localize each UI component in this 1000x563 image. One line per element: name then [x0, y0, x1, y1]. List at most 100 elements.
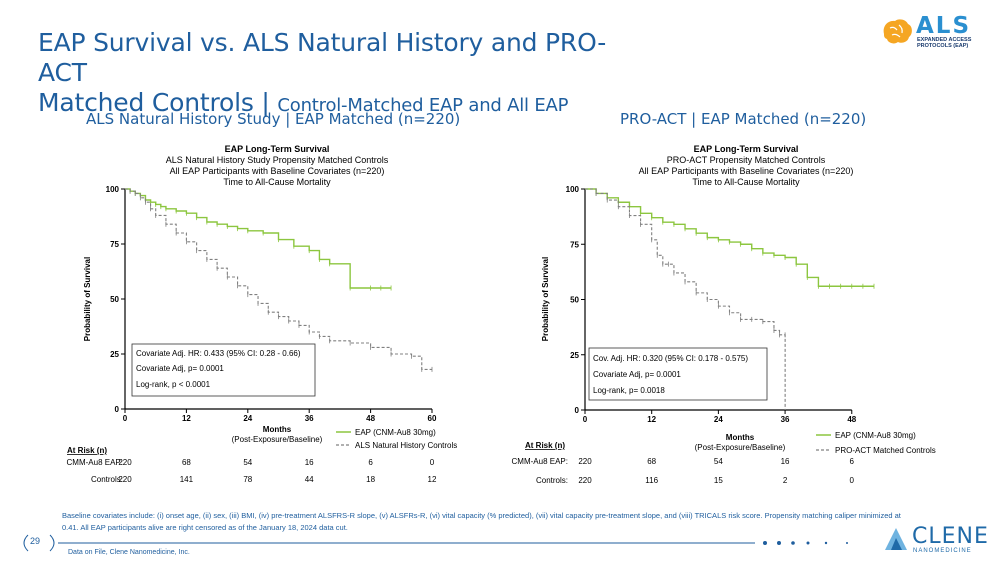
x-tick-label: 48	[847, 415, 856, 424]
chart-subtitle-3: Time to All-Cause Mortality	[223, 177, 331, 187]
logo-text: ALS	[916, 13, 972, 39]
right-section-title: PRO-ACT | EAP Matched (n=220)	[620, 110, 867, 128]
at-risk-value: 141	[180, 475, 194, 484]
y-tick-label: 25	[570, 351, 579, 360]
y-tick-label: 0	[575, 406, 580, 415]
at-risk-value: 220	[118, 475, 132, 484]
clene-name: CLENE	[912, 524, 989, 549]
at-risk-value: 220	[578, 476, 592, 485]
at-risk-value: 54	[243, 458, 252, 467]
y-tick-label: 100	[566, 185, 580, 194]
legend-eap: EAP (CNM-Au8 30mg)	[355, 428, 436, 437]
series-line-eap	[125, 188, 392, 289]
at-risk-value: 220	[118, 458, 132, 467]
stat-adj-p: Covariate Adj, p= 0.0001	[593, 370, 681, 379]
x-tick-label: 0	[123, 414, 128, 423]
x-tick-label: 60	[428, 414, 437, 423]
stat-adj-p: Covariate Adj, p= 0.0001	[136, 364, 224, 373]
chart-subtitle-3: Time to All-Cause Mortality	[692, 177, 800, 187]
at-risk-value: 16	[781, 457, 790, 466]
y-tick-label: 50	[110, 295, 119, 304]
at-risk-title: At Risk (n)	[525, 441, 565, 450]
title-line-1: EAP Survival vs. ALS Natural History and…	[38, 28, 607, 87]
x-axis-label: Months	[263, 425, 292, 434]
at-risk-value: 220	[578, 457, 592, 466]
x-tick-label: 0	[583, 415, 588, 424]
als-eap-logo: ALS EXPANDED ACCESS PROTOCOLS (EAP)	[880, 13, 992, 50]
x-tick-label: 36	[781, 415, 790, 424]
y-tick-label: 25	[110, 350, 119, 359]
legend-control: ALS Natural History Controls	[355, 441, 457, 450]
at-risk-value: 2	[783, 476, 788, 485]
source-note: Data on File, Clene Nanomedicine, Inc.	[68, 549, 190, 556]
chart-title: EAP Long-Term Survival	[694, 144, 799, 154]
y-tick-label: 50	[570, 296, 579, 305]
series-line-controls	[125, 188, 432, 370]
at-risk-table: CMM-Au8 EAP: 220 68 54 16 6 Controls: 220 116 15 2…	[512, 457, 855, 485]
title-line-2-main: Matched Controls |	[38, 88, 278, 117]
x-tick-label: 24	[243, 414, 252, 423]
page-number: 29	[29, 536, 40, 546]
y-tick-label: 100	[106, 185, 120, 194]
at-risk-value: 78	[243, 475, 252, 484]
x-tick-label: 36	[305, 414, 314, 423]
series-line-eap	[585, 188, 874, 287]
stat-logrank: Log-rank, p < 0.0001	[136, 380, 211, 389]
footer-bar	[23, 534, 848, 552]
x-tick-label: 12	[182, 414, 191, 423]
at-risk-row-label: Controls:	[536, 476, 568, 485]
at-risk-value: 16	[305, 458, 314, 467]
at-risk-value: 68	[647, 457, 656, 466]
y-tick-label: 0	[115, 405, 120, 414]
chart-pro-act: EAP Long-Term Survival PRO-ACT Propensit…	[512, 144, 936, 485]
footnote: Baseline covariates include: (i) onset a…	[62, 511, 901, 532]
at-risk-value: 44	[305, 475, 314, 484]
plot-area	[585, 188, 875, 410]
clene-logo: CLENE NANOMEDICINE	[882, 524, 992, 558]
at-risk-value: 6	[850, 457, 855, 466]
x-axis-sublabel: (Post-Exposure/Baseline)	[232, 435, 323, 444]
left-section-title: ALS Natural History Study | EAP Matched …	[86, 110, 461, 128]
stat-hr: Covariate Adj. HR: 0.433 (95% CI: 0.28 -…	[136, 349, 301, 358]
chart-subtitle-2: All EAP Participants with Baseline Covar…	[170, 166, 385, 176]
axes: 0 25 50 75 100 0 12 24 36 48	[566, 185, 857, 424]
series-line-controls	[585, 188, 786, 410]
at-risk-value: 18	[366, 475, 375, 484]
title-line-2: Matched Controls | Control-Matched EAP a…	[38, 88, 638, 121]
at-risk-value: 54	[714, 457, 723, 466]
logo-tagline: EXPANDED ACCESS PROTOCOLS (EAP)	[917, 37, 972, 49]
chart-title: EAP Long-Term Survival	[225, 144, 330, 154]
x-tick-label: 48	[366, 414, 375, 423]
at-risk-row-label: CMM-Au8 EAP:	[512, 457, 568, 466]
legend-control: PRO-ACT Matched Controls	[835, 446, 936, 455]
at-risk-value: 68	[182, 458, 191, 467]
at-risk-value: 0	[430, 458, 435, 467]
at-risk-value: 116	[645, 476, 658, 485]
at-risk-title: At Risk (n)	[67, 446, 107, 455]
stats-box	[131, 343, 316, 397]
title-subtitle: Control-Matched EAP and All EAP	[277, 95, 569, 116]
chart-als-natural-history: EAP Long-Term Survival ALS Natural Histo…	[67, 144, 458, 484]
x-tick-label: 12	[647, 415, 656, 424]
clene-mark-icon	[885, 528, 907, 550]
axes: 0 25 50 75 100 0 12 24 36 48 60	[106, 185, 437, 423]
stat-logrank: Log-rank, p= 0.0018	[593, 386, 665, 395]
x-axis-sublabel: (Post-Exposure/Baseline)	[695, 443, 786, 452]
y-tick-label: 75	[110, 240, 119, 249]
at-risk-row-label: CMM-Au8 EAP:	[67, 458, 123, 467]
x-axis-label: Months	[726, 433, 755, 442]
at-risk-row-label: Controls:	[91, 475, 123, 484]
y-axis-label: Probability of Survival	[83, 257, 92, 341]
at-risk-value: 6	[368, 458, 373, 467]
plot-area	[125, 188, 433, 372]
chart-subtitle-1: PRO-ACT Propensity Matched Controls	[667, 155, 826, 165]
x-tick-label: 24	[714, 415, 723, 424]
at-risk-value: 0	[850, 476, 855, 485]
legend-eap: EAP (CNM-Au8 30mg)	[835, 431, 916, 440]
y-tick-label: 75	[570, 240, 579, 249]
page-title: EAP Survival vs. ALS Natural History and…	[38, 28, 638, 121]
brain-icon	[883, 19, 912, 44]
y-axis-label: Probability of Survival	[541, 257, 550, 341]
chart-subtitle-1: ALS Natural History Study Propensity Mat…	[166, 155, 389, 165]
